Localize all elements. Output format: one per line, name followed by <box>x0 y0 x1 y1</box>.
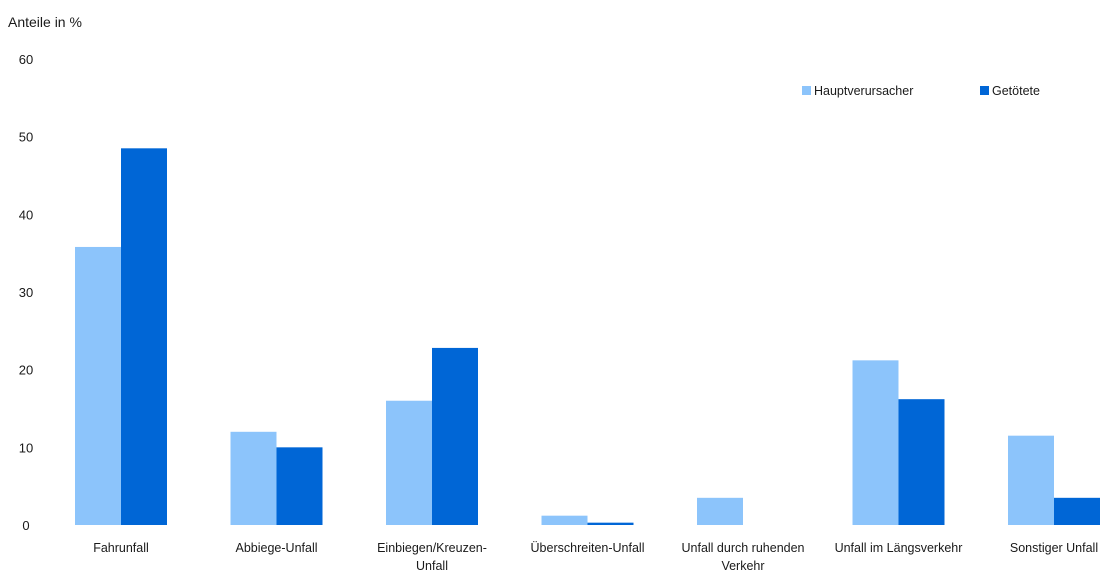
bar-hauptverursacher <box>75 246 121 525</box>
x-tick-label: Unfall durch ruhenden <box>682 541 805 555</box>
bar-getötete <box>276 447 323 525</box>
x-tick-label: Abbiege-Unfall <box>236 541 318 555</box>
y-tick-label: 20 <box>19 363 33 378</box>
x-tick-label: Verkehr <box>721 559 764 573</box>
y-tick-label: 60 <box>19 52 33 67</box>
bar-getötete <box>432 347 478 525</box>
y-axis-ticks: 0 10 20 30 40 50 60 <box>19 52 33 533</box>
bar-hauptverursacher <box>697 497 743 525</box>
y-tick-label: 30 <box>19 285 33 300</box>
bar-hauptverursacher <box>852 360 899 525</box>
bar-getötete <box>121 148 167 526</box>
bar-getötete <box>587 522 634 525</box>
bar-hauptverursacher <box>386 400 432 525</box>
y-tick-label: 10 <box>19 440 33 455</box>
x-tick-label: Überschreiten-Unfall <box>531 541 645 555</box>
legend-swatch <box>980 86 989 95</box>
bar-getötete <box>1054 497 1100 525</box>
legend: Hauptverursacher Getötete <box>802 84 1040 98</box>
x-tick-label: Unfall im Längsverkehr <box>835 541 963 555</box>
bar-hauptverursacher <box>541 515 588 525</box>
bar-getötete <box>898 399 945 525</box>
x-tick-label: Sonstiger Unfall <box>1010 541 1098 555</box>
legend-label: Hauptverursacher <box>814 84 913 98</box>
y-axis-label: Anteile in % <box>8 14 82 30</box>
legend-swatch <box>802 86 811 95</box>
bar-hauptverursacher <box>1008 435 1054 525</box>
x-axis-labels: Fahrunfall Abbiege-Unfall Einbiegen/Kreuze… <box>93 541 1098 573</box>
y-tick-label: 50 <box>19 130 33 145</box>
y-tick-label: 40 <box>19 207 33 222</box>
x-tick-label: Einbiegen/Kreuzen- <box>377 541 487 555</box>
x-tick-label: Unfall <box>416 559 448 573</box>
y-tick-label: 0 <box>22 518 29 533</box>
x-tick-label: Fahrunfall <box>93 541 149 555</box>
legend-label: Getötete <box>992 84 1040 98</box>
bar-hauptverursacher <box>230 431 277 525</box>
bars <box>75 148 1100 526</box>
